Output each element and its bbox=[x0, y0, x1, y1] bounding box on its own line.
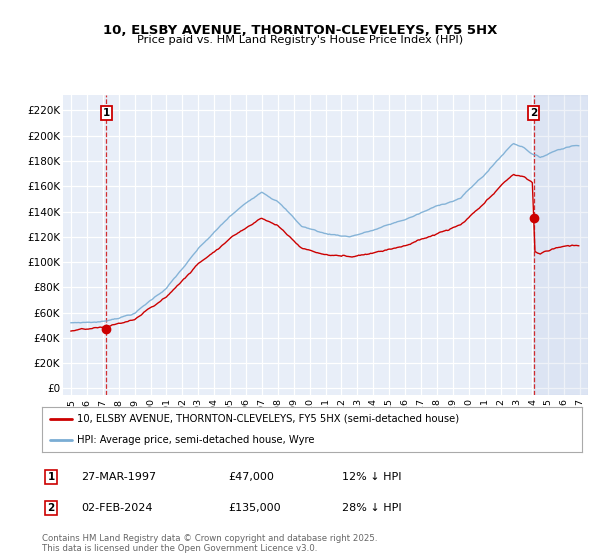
Text: Contains HM Land Registry data © Crown copyright and database right 2025.
This d: Contains HM Land Registry data © Crown c… bbox=[42, 534, 377, 553]
Text: 10, ELSBY AVENUE, THORNTON-CLEVELEYS, FY5 5HX: 10, ELSBY AVENUE, THORNTON-CLEVELEYS, FY… bbox=[103, 24, 497, 36]
Text: 10, ELSBY AVENUE, THORNTON-CLEVELEYS, FY5 5HX (semi-detached house): 10, ELSBY AVENUE, THORNTON-CLEVELEYS, FY… bbox=[77, 414, 459, 424]
Bar bbox=[534, 95, 588, 395]
Text: £47,000: £47,000 bbox=[228, 472, 274, 482]
Text: 1: 1 bbox=[47, 472, 55, 482]
Text: £135,000: £135,000 bbox=[228, 503, 281, 513]
Text: 02-FEB-2024: 02-FEB-2024 bbox=[81, 503, 152, 513]
Text: 12% ↓ HPI: 12% ↓ HPI bbox=[342, 472, 401, 482]
Text: 1: 1 bbox=[103, 108, 110, 118]
Text: 2: 2 bbox=[47, 503, 55, 513]
Text: HPI: Average price, semi-detached house, Wyre: HPI: Average price, semi-detached house,… bbox=[77, 435, 314, 445]
Text: 28% ↓ HPI: 28% ↓ HPI bbox=[342, 503, 401, 513]
Text: 27-MAR-1997: 27-MAR-1997 bbox=[81, 472, 156, 482]
Text: 2: 2 bbox=[530, 108, 538, 118]
Text: Price paid vs. HM Land Registry's House Price Index (HPI): Price paid vs. HM Land Registry's House … bbox=[137, 35, 463, 45]
